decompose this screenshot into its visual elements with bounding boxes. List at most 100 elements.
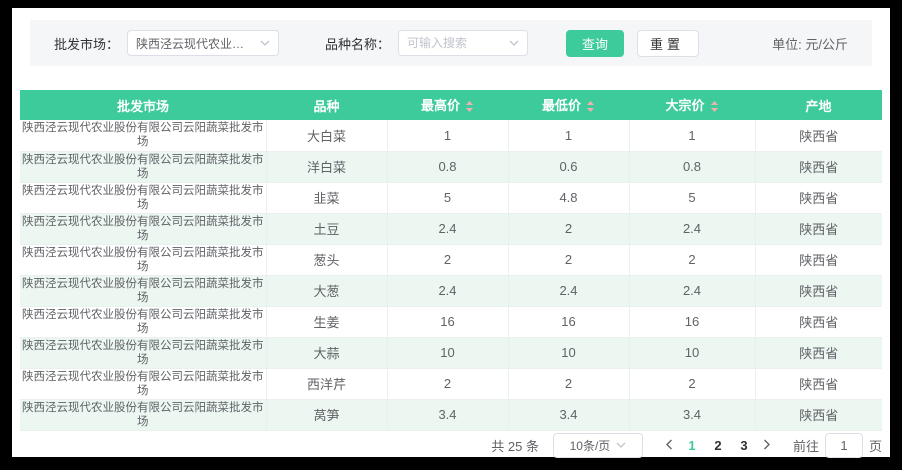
variety-cell: 生姜 xyxy=(266,306,388,338)
bulk-price-cell: 5 xyxy=(629,182,756,214)
page-number-1[interactable]: 1 xyxy=(688,437,696,453)
table-row: 陕西泾云现代农业股份有限公司云阳蔬菜批发市场 土豆 2.4 2 2.4 陕西省 xyxy=(20,213,882,245)
variety-cell: 洋白菜 xyxy=(266,151,388,183)
goto-page-input[interactable] xyxy=(824,432,863,458)
min-price-cell: 2 xyxy=(508,368,630,400)
total-count-label: 共 25 条 xyxy=(491,438,539,454)
sort-caret-icon[interactable] xyxy=(586,100,595,115)
variety-cell: 韭菜 xyxy=(266,182,388,214)
market-cell: 陕西泾云现代农业股份有限公司云阳蔬菜批发市场 xyxy=(20,151,267,183)
column-header-label: 产地 xyxy=(805,98,832,114)
prev-page-button[interactable] xyxy=(659,438,679,453)
max-price-cell: 2 xyxy=(387,368,509,400)
max-price-cell: 16 xyxy=(387,306,509,338)
bulk-price-cell: 2.4 xyxy=(629,213,756,245)
origin-cell: 陕西省 xyxy=(755,368,882,400)
chevron-down-icon xyxy=(260,40,270,46)
max-price-cell: 2.4 xyxy=(387,275,509,307)
market-cell: 陕西泾云现代农业股份有限公司云阳蔬菜批发市场 xyxy=(20,213,267,245)
market-cell: 陕西泾云现代农业股份有限公司云阳蔬菜批发市场 xyxy=(20,399,267,431)
variety-cell: 大葱 xyxy=(266,275,388,307)
table-row: 陕西泾云现代农业股份有限公司云阳蔬菜批发市场 洋白菜 0.8 0.6 0.8 陕西省 xyxy=(20,151,882,183)
variety-cell: 西洋芹 xyxy=(266,368,388,400)
max-price-cell: 10 xyxy=(387,337,509,369)
market-cell: 陕西泾云现代农业股份有限公司云阳蔬菜批发市场 xyxy=(20,306,267,338)
table-row: 陕西泾云现代农业股份有限公司云阳蔬菜批发市场 大蒜 10 10 10 陕西省 xyxy=(20,337,882,369)
bulk-price-cell: 2 xyxy=(629,244,756,276)
max-price-cell: 3.4 xyxy=(387,399,509,431)
table-body: 陕西泾云现代农业股份有限公司云阳蔬菜批发市场 大白菜 1 1 1 陕西省 陕西泾云现代农业股… xyxy=(20,120,882,431)
page-size-select[interactable]: 10条/页 xyxy=(552,432,643,458)
column-header-max-price[interactable]: 最高价 xyxy=(387,90,508,120)
chevron-left-icon xyxy=(665,438,673,453)
origin-cell: 陕西省 xyxy=(755,275,882,307)
pagination-bar: 共 25 条 10条/页 1 2 3 前往 页 xyxy=(491,432,882,458)
variety-cell: 大蒜 xyxy=(266,337,388,369)
sort-caret-icon[interactable] xyxy=(710,100,719,115)
content-panel: 批发市场： 陕西泾云现代农业股份... 品种名称： 查询 重置 单位: 元/公斤… xyxy=(12,8,890,458)
market-cell: 陕西泾云现代农业股份有限公司云阳蔬菜批发市场 xyxy=(20,182,267,214)
market-filter-label: 批发市场： xyxy=(54,36,120,52)
column-header-bulk-price[interactable]: 大宗价 xyxy=(629,90,755,120)
origin-cell: 陕西省 xyxy=(755,120,882,152)
bulk-price-cell: 2.4 xyxy=(629,275,756,307)
page-number-2[interactable]: 2 xyxy=(714,437,722,453)
origin-cell: 陕西省 xyxy=(755,151,882,183)
table-row: 陕西泾云现代农业股份有限公司云阳蔬菜批发市场 葱头 2 2 2 陕西省 xyxy=(20,244,882,276)
min-price-cell: 16 xyxy=(508,306,630,338)
column-header-variety: 品种 xyxy=(266,90,387,120)
column-header-label: 最低价 xyxy=(541,98,581,114)
min-price-cell: 1 xyxy=(508,120,630,152)
page-size-value: 10条/页 xyxy=(569,438,611,453)
max-price-cell: 2.4 xyxy=(387,213,509,245)
column-header-market: 批发市场 xyxy=(20,90,266,120)
price-table: 批发市场 品种 最高价 最低价 大宗价 产地 陕西泾云现代农业股份有限公司云阳蔬菜批发市场… xyxy=(20,90,882,431)
column-header-min-price[interactable]: 最低价 xyxy=(508,90,629,120)
variety-search-input[interactable] xyxy=(407,36,504,50)
table-row: 陕西泾云现代农业股份有限公司云阳蔬菜批发市场 西洋芹 2 2 2 陕西省 xyxy=(20,368,882,400)
variety-search-box xyxy=(398,30,529,56)
table-row: 陕西泾云现代农业股份有限公司云阳蔬菜批发市场 莴笋 3.4 3.4 3.4 陕西省 xyxy=(20,399,882,431)
next-page-button[interactable] xyxy=(757,438,777,453)
market-select-value: 陕西泾云现代农业股份... xyxy=(136,36,255,51)
max-price-cell: 1 xyxy=(387,120,509,152)
origin-cell: 陕西省 xyxy=(755,337,882,369)
variety-cell: 葱头 xyxy=(266,244,388,276)
variety-cell: 土豆 xyxy=(266,213,388,245)
origin-cell: 陕西省 xyxy=(755,182,882,214)
origin-cell: 陕西省 xyxy=(755,306,882,338)
min-price-cell: 10 xyxy=(508,337,630,369)
sort-caret-icon[interactable] xyxy=(465,100,474,115)
table-header-row: 批发市场 品种 最高价 最低价 大宗价 产地 xyxy=(20,90,882,120)
bulk-price-cell: 16 xyxy=(629,306,756,338)
column-header-origin: 产地 xyxy=(755,90,882,120)
chevron-down-icon xyxy=(616,442,626,448)
origin-cell: 陕西省 xyxy=(755,244,882,276)
bulk-price-cell: 2 xyxy=(629,368,756,400)
column-header-label: 大宗价 xyxy=(665,98,705,114)
table-row: 陕西泾云现代农业股份有限公司云阳蔬菜批发市场 大葱 2.4 2.4 2.4 陕西省 xyxy=(20,275,882,307)
query-button[interactable]: 查询 xyxy=(566,29,625,57)
goto-page-label: 前往 xyxy=(792,438,819,454)
variety-cell: 大白菜 xyxy=(266,120,388,152)
filter-bar: 批发市场： 陕西泾云现代农业股份... 品种名称： 查询 重置 单位: 元/公斤 xyxy=(30,20,872,66)
page-number-list: 1 2 3 xyxy=(679,438,757,453)
market-cell: 陕西泾云现代农业股份有限公司云阳蔬菜批发市场 xyxy=(20,368,267,400)
column-header-label: 批发市场 xyxy=(116,98,169,114)
bulk-price-cell: 3.4 xyxy=(629,399,756,431)
unit-label: 单位: 元/公斤 xyxy=(772,36,848,52)
goto-page-suffix: 页 xyxy=(868,438,882,454)
origin-cell: 陕西省 xyxy=(755,399,882,431)
reset-button[interactable]: 重置 xyxy=(637,29,700,57)
market-select[interactable]: 陕西泾云现代农业股份... xyxy=(127,30,280,56)
market-cell: 陕西泾云现代农业股份有限公司云阳蔬菜批发市场 xyxy=(20,275,267,307)
market-cell: 陕西泾云现代农业股份有限公司云阳蔬菜批发市场 xyxy=(20,120,267,152)
page-number-3[interactable]: 3 xyxy=(740,437,748,453)
market-cell: 陕西泾云现代农业股份有限公司云阳蔬菜批发市场 xyxy=(20,244,267,276)
max-price-cell: 0.8 xyxy=(387,151,509,183)
max-price-cell: 2 xyxy=(387,244,509,276)
origin-cell: 陕西省 xyxy=(755,213,882,245)
variety-cell: 莴笋 xyxy=(266,399,388,431)
column-header-label: 最高价 xyxy=(420,98,460,114)
min-price-cell: 4.8 xyxy=(508,182,630,214)
